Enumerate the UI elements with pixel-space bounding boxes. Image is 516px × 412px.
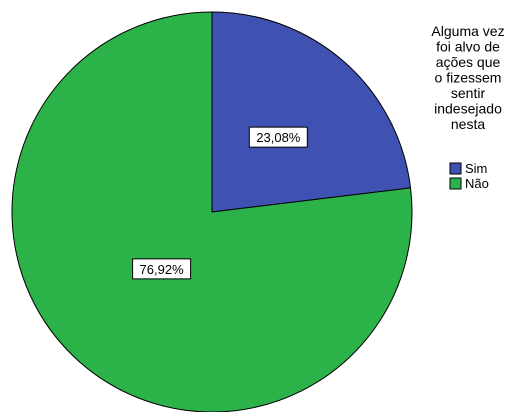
legend: Alguma vez foi alvo de ações que o fizessem… [431,23,504,191]
pie-slice-não [11,11,413,412]
data-label-text: 23,08% [256,130,301,145]
legend-swatch [449,177,462,190]
data-label-box [132,258,192,280]
legend-title-line: sentir [451,85,486,101]
data-label-box [248,126,308,148]
legend-label: Sim [465,161,487,176]
legend-item-sim: Sim [449,161,487,176]
legend-title: Alguma vez foi alvo de ações que o fizessem… [431,23,504,132]
legend-label: Não [465,176,489,191]
legend-title-line: foi alvo de [436,39,500,55]
pie-slice-sim [211,11,412,213]
legend-title-line: Alguma vez [431,23,504,39]
legend-title-line: ações que [436,54,501,70]
legend-title-line: o fizessem [435,70,502,86]
data-label-não: 76,92% [132,258,192,280]
data-label-text: 76,92% [140,262,185,277]
pie-slices [11,11,413,412]
data-label-sim: 23,08% [248,126,308,148]
legend-item-não: Não [449,176,489,191]
pie-data-labels: 23,08% 76,92% [132,126,308,280]
legend-title-line: indesejado [434,101,502,117]
legend-swatch [449,162,462,175]
legend-title-line: nesta [451,116,485,132]
